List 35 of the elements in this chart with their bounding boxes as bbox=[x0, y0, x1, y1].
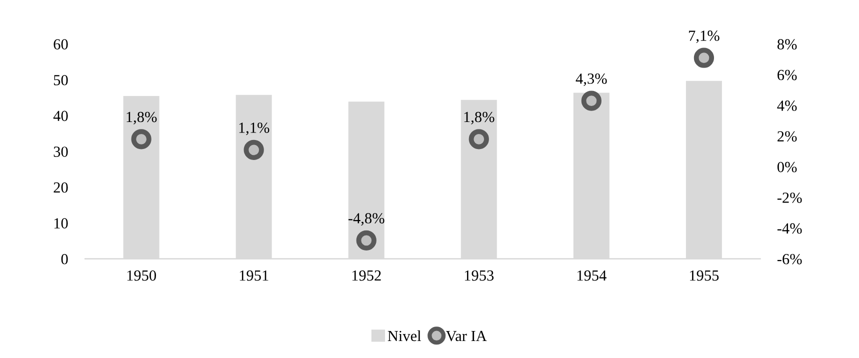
x-tick-label: 1952 bbox=[352, 270, 381, 281]
y2-tick-label: -4% bbox=[777, 223, 802, 234]
point bbox=[356, 230, 376, 250]
data-label: 4,3% bbox=[576, 74, 607, 86]
x-tick-label: 1950 bbox=[127, 270, 156, 281]
x-tick-label: 1953 bbox=[464, 270, 494, 281]
y2-tick-label: 2% bbox=[778, 131, 797, 142]
point bbox=[468, 129, 489, 150]
y-tick-label: 0 bbox=[61, 254, 68, 264]
data-label: 1,1% bbox=[239, 122, 270, 136]
data-label: 7,1% bbox=[689, 30, 720, 44]
y-tick-label: 40 bbox=[53, 110, 68, 122]
data-label: 1,8% bbox=[126, 112, 157, 124]
y-tick-label: 60 bbox=[54, 39, 68, 50]
y-tick-label: 50 bbox=[54, 74, 68, 86]
y2-tick-label: 4% bbox=[777, 100, 797, 111]
point bbox=[694, 48, 714, 68]
x-tick-label: 1955 bbox=[690, 270, 719, 281]
legend-label: Nivel bbox=[388, 330, 422, 342]
y-tick-label: 20 bbox=[54, 182, 68, 193]
legend-label: Var IA bbox=[446, 330, 487, 342]
y2-tick-label: 0% bbox=[777, 162, 797, 172]
y2-tick-label: -6% bbox=[777, 254, 802, 264]
x-tick-label: 1951 bbox=[240, 270, 268, 281]
point bbox=[244, 140, 264, 160]
data-label: 1,8% bbox=[464, 112, 494, 124]
y2-tick-label: 8% bbox=[777, 39, 797, 50]
y-tick-label: 10 bbox=[54, 218, 68, 228]
y2-tick-label: -2% bbox=[777, 192, 802, 203]
point bbox=[581, 90, 602, 111]
y2-tick-label: 6% bbox=[778, 70, 797, 80]
x-tick-label: 1954 bbox=[577, 270, 606, 281]
data-label: -4,8% bbox=[348, 213, 384, 226]
point bbox=[131, 129, 152, 150]
y-tick-label: 30 bbox=[54, 146, 68, 157]
